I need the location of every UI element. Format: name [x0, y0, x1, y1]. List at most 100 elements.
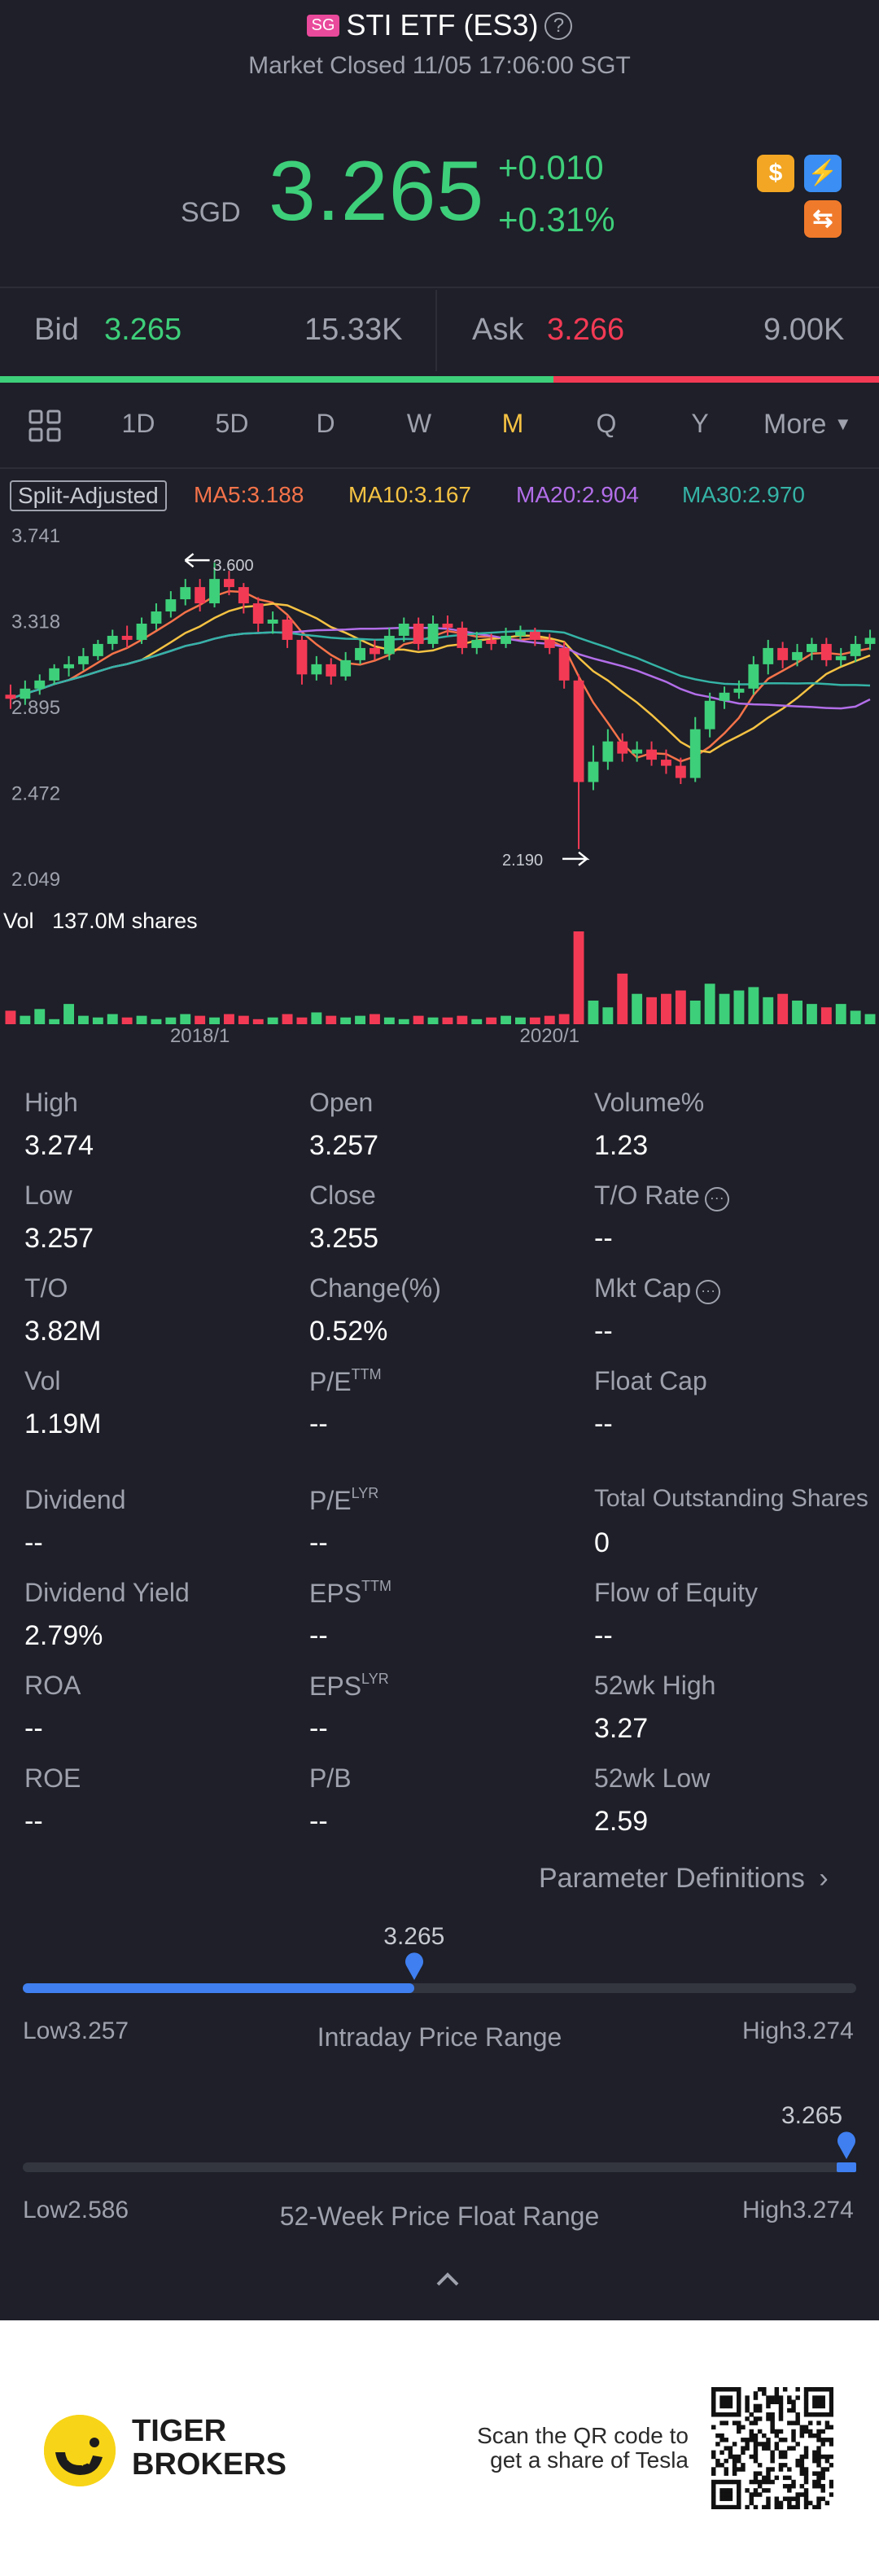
stat-label: EPS: [309, 1671, 362, 1701]
stat-value-vol: 1.19M: [24, 1408, 102, 1439]
chevron-right-icon: ›: [819, 1863, 829, 1894]
candle-body: [835, 655, 846, 660]
qr-code: [711, 2387, 834, 2510]
candle-body: [820, 643, 832, 660]
candle-body: [92, 643, 103, 656]
intraday-low: Low3.257: [23, 2017, 129, 2045]
volume-bar: [617, 973, 628, 1024]
tab-more[interactable]: More ▼: [763, 409, 852, 440]
tab-year[interactable]: Y: [691, 409, 709, 438]
exchange-icon[interactable]: ⇆: [804, 200, 842, 238]
volume-bar: [792, 1000, 802, 1024]
stat-value-change: 0.52%: [309, 1316, 388, 1347]
stat-label: Low: [24, 1181, 72, 1210]
week52-low: Low2.586: [23, 2197, 129, 2224]
chevron-up-icon[interactable]: [431, 2267, 464, 2291]
stat-label-sup: TTM: [351, 1366, 382, 1382]
volume-bar: [413, 1015, 424, 1024]
volume-bar: [558, 1014, 570, 1024]
volume-bar: [311, 1012, 322, 1024]
volume-bar: [326, 1015, 337, 1024]
ask-price: 3.266: [547, 313, 625, 347]
bid-price: 3.265: [104, 313, 182, 347]
volume-bar: [486, 1017, 497, 1024]
lightning-icon[interactable]: ⚡: [804, 155, 842, 192]
candle-body: [224, 579, 234, 588]
volume-bar: [107, 1014, 118, 1024]
volume-bar: [34, 1009, 46, 1024]
help-icon[interactable]: ?: [544, 12, 573, 40]
brand-name-line1: TIGER: [132, 2414, 227, 2448]
volume-bar: [529, 1017, 540, 1024]
ma5-line: [10, 589, 871, 763]
candle-body: [63, 664, 74, 668]
volume-bar: [340, 1017, 352, 1024]
more-info-icon[interactable]: ···: [704, 1187, 729, 1211]
candle-body: [719, 692, 730, 701]
volume-bar: [471, 1019, 483, 1024]
candle-body: [733, 688, 745, 693]
volume-bar: [573, 931, 584, 1024]
tiger-brokers-logo: [44, 2415, 116, 2486]
candle-body: [689, 729, 701, 778]
volume-bar: [515, 1017, 526, 1024]
intraday-range-title: Intraday Price Range: [317, 2022, 562, 2052]
brand-name-line2: BROKERS: [132, 2447, 287, 2482]
volume-bar: [850, 1010, 861, 1024]
stat-value-roa: --: [24, 1713, 43, 1744]
intraday-high-value: 3.274: [792, 2017, 854, 2044]
candle-body: [252, 603, 264, 624]
parameter-definitions-label: Parameter Definitions: [539, 1863, 805, 1894]
tab-month[interactable]: M: [501, 409, 524, 438]
stat-value-turnover: 3.82M: [24, 1316, 102, 1347]
candle-body: [486, 639, 497, 644]
stat-label: T/O: [24, 1273, 68, 1303]
tab-day[interactable]: D: [316, 409, 335, 438]
candle-body: [209, 579, 220, 604]
stat-value-mkt-cap: --: [594, 1316, 613, 1347]
more-info-icon[interactable]: ···: [696, 1280, 721, 1304]
volume-bar: [864, 1014, 876, 1024]
stat-value-pe-lyr: --: [309, 1527, 328, 1558]
grid-layout-icon[interactable]: [28, 409, 63, 445]
candle-body: [195, 587, 206, 604]
stat-label-eps-lyr: EPSLYR: [309, 1671, 389, 1702]
volume-bar: [544, 1015, 555, 1024]
stat-value-close: 3.255: [309, 1223, 379, 1254]
header-title-row: SG STI ETF (ES3)?: [0, 8, 879, 42]
candle-body: [165, 599, 177, 612]
stat-label: Dividend Yield: [24, 1578, 190, 1607]
candle-body: [282, 620, 293, 640]
volume-bar: [719, 993, 730, 1024]
parameter-definitions-link[interactable]: Parameter Definitions ›: [539, 1863, 829, 1895]
x-tick-label: 2020/1: [520, 1025, 579, 1042]
low-marker-label: 2.190: [502, 852, 543, 870]
tab-1d[interactable]: 1D: [121, 409, 155, 438]
candle-body: [267, 620, 278, 624]
candle-body: [296, 639, 308, 675]
chevron-down-icon: ▼: [833, 414, 852, 434]
stat-label-pe-ttm: P/ETTM: [309, 1366, 382, 1397]
intraday-current-price: 3.265: [383, 1923, 445, 1950]
candle-body: [355, 647, 365, 660]
volume-bar: [49, 1019, 60, 1024]
candle-body: [326, 664, 337, 677]
volume-legend: Vol 137.0M shares: [3, 909, 198, 934]
tab-week[interactable]: W: [406, 409, 432, 438]
stat-value-low: 3.257: [24, 1223, 94, 1254]
price-chart[interactable]: 3.741 3.318 2.895 2.472 2.049 3.600 2.190 201…: [0, 521, 879, 1047]
y-tick-label: 3.318: [11, 611, 60, 633]
y-tick-label: 2.472: [11, 783, 60, 805]
volume-bar: [820, 1007, 832, 1024]
tab-quarter[interactable]: Q: [596, 409, 617, 438]
candle-body: [777, 647, 789, 660]
price-change: +0.010: [498, 148, 604, 186]
dollar-icon[interactable]: $: [757, 155, 794, 192]
tab-5d[interactable]: 5D: [215, 409, 249, 438]
volume-bar: [370, 1014, 380, 1024]
stat-value-open: 3.257: [309, 1130, 379, 1161]
low-marker-arrow-icon: [562, 851, 590, 866]
split-adjusted-toggle[interactable]: Split-Adjusted: [10, 480, 167, 511]
volume-bar: [632, 993, 643, 1024]
candle-body: [850, 643, 861, 656]
